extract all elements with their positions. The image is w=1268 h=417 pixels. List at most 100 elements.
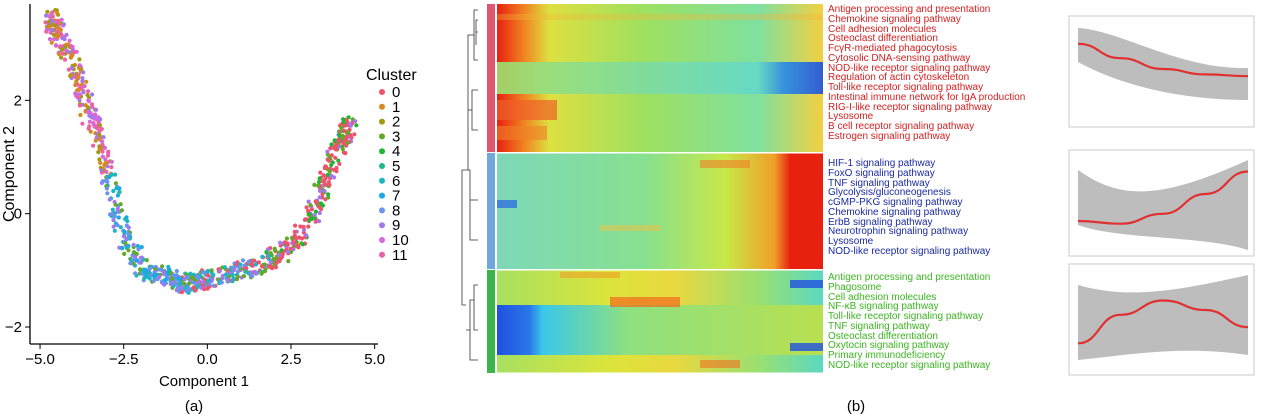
pathway-label: Cell adhesion molecules xyxy=(828,23,937,35)
scatter-point xyxy=(353,119,358,124)
scatter-point xyxy=(69,66,74,71)
pathway-label: Glycolysis/gluconeogenesis xyxy=(828,187,951,199)
legend-swatch xyxy=(379,177,385,184)
trend-panel-2 xyxy=(1068,149,1255,257)
scatter-point xyxy=(306,224,311,229)
scatter-point xyxy=(111,188,116,194)
scatter-panel: −5.0 −2.5 0.0 2.5 5.0 −2 0 2 Component 1 Compon… xyxy=(1,4,417,390)
scatter-point xyxy=(127,236,133,241)
module-bar-1 xyxy=(487,4,495,152)
pathway-label: Antigen processing and presentation xyxy=(828,4,991,15)
scatter-point xyxy=(316,183,321,188)
legend-label: 1 xyxy=(392,99,400,116)
legend-label: 3 xyxy=(392,128,400,145)
scatter-point xyxy=(58,27,64,33)
scatter-point xyxy=(256,260,261,265)
scatter-point xyxy=(322,189,327,194)
scatter-point xyxy=(313,209,318,214)
scatter-point xyxy=(88,110,93,115)
scatter-point xyxy=(321,173,326,178)
scatter-point xyxy=(124,237,129,242)
scatter-point xyxy=(284,236,289,241)
scatter-point xyxy=(98,117,103,122)
scatter-point xyxy=(49,40,54,45)
pathway-label: cGMP-PKG signaling pathway xyxy=(828,197,963,208)
scatter-point xyxy=(55,11,60,16)
scatter-point xyxy=(138,255,143,260)
scatter-point xyxy=(138,267,143,272)
scatter-point xyxy=(276,253,282,258)
scatter-point xyxy=(112,228,117,233)
legend-label: 10 xyxy=(392,232,409,249)
scatter-point xyxy=(340,136,345,141)
scatter-point xyxy=(131,242,136,247)
scatter-point xyxy=(135,243,140,249)
scatter-point xyxy=(316,180,322,185)
scatter-point xyxy=(327,158,332,163)
scatter-point xyxy=(337,133,342,138)
scatter-point xyxy=(286,259,291,264)
scatter-point xyxy=(333,155,338,160)
scatter-point xyxy=(346,130,351,135)
scatter-point xyxy=(44,13,49,18)
pathway-label: Cytosolic DNA-sensing pathway xyxy=(828,52,971,64)
scatter-point xyxy=(196,280,201,285)
scatter-point xyxy=(128,261,133,266)
scatter-point xyxy=(86,105,91,110)
scatter-point xyxy=(90,114,95,119)
scatter-point xyxy=(64,48,69,53)
scatter-point xyxy=(223,272,228,277)
scatter-point xyxy=(144,258,149,263)
scatter-point xyxy=(292,240,297,245)
scatter-point xyxy=(82,84,87,89)
scatter-point xyxy=(183,285,188,290)
module-bar-2 xyxy=(487,153,495,269)
scatter-point xyxy=(100,149,105,154)
scatter-point xyxy=(91,143,96,148)
scatter-point xyxy=(352,132,357,137)
scatter-point xyxy=(323,164,328,169)
scatter-point xyxy=(119,208,124,213)
legend-label: 7 xyxy=(392,188,400,205)
scatter-point xyxy=(160,264,165,269)
scatter-point xyxy=(320,179,325,184)
scatter-point xyxy=(271,256,276,261)
scatter-point xyxy=(325,172,330,177)
scatter-point xyxy=(343,151,348,156)
scatter-point xyxy=(190,280,195,285)
scatter-point xyxy=(230,273,235,278)
scatter-ticks: −5.0 −2.5 0.0 2.5 5.0 −2 0 2 xyxy=(5,92,385,368)
legend-swatch xyxy=(379,148,385,155)
scatter-point xyxy=(186,290,191,295)
scatter-point xyxy=(264,250,269,255)
legend-label: 0 xyxy=(392,84,400,101)
scatter-point xyxy=(231,276,236,281)
y-tick-label: 0 xyxy=(14,206,22,223)
scatter-point xyxy=(312,213,317,218)
scatter-point xyxy=(259,270,264,275)
scatter-point xyxy=(306,199,311,204)
pathway-label: RIG-I-like receptor signaling pathway xyxy=(828,101,992,113)
scatter-point xyxy=(111,224,116,229)
scatter-point xyxy=(285,242,290,247)
scatter-point xyxy=(339,125,344,130)
heatmap-module-2 xyxy=(497,153,823,270)
pathway-label: Neurotrophin signaling pathway xyxy=(828,226,969,238)
scatter-point xyxy=(115,223,120,228)
scatter-point xyxy=(51,32,56,37)
scatter-point xyxy=(235,274,240,279)
scatter-point xyxy=(85,92,90,98)
scatter-point xyxy=(100,142,105,147)
scatter-point xyxy=(317,188,322,193)
scatter-point xyxy=(319,201,324,206)
scatter-point xyxy=(341,120,347,125)
scatter-point xyxy=(101,135,106,140)
scatter-point xyxy=(118,225,123,230)
legend-swatch xyxy=(379,207,385,214)
scatter-point xyxy=(292,229,297,234)
scatter-point xyxy=(328,146,333,151)
scatter-point xyxy=(99,139,105,144)
y-tick-label: 2 xyxy=(14,92,22,109)
pathway-label: Chemokine signaling pathway xyxy=(828,13,961,25)
scatter-point xyxy=(77,103,82,108)
